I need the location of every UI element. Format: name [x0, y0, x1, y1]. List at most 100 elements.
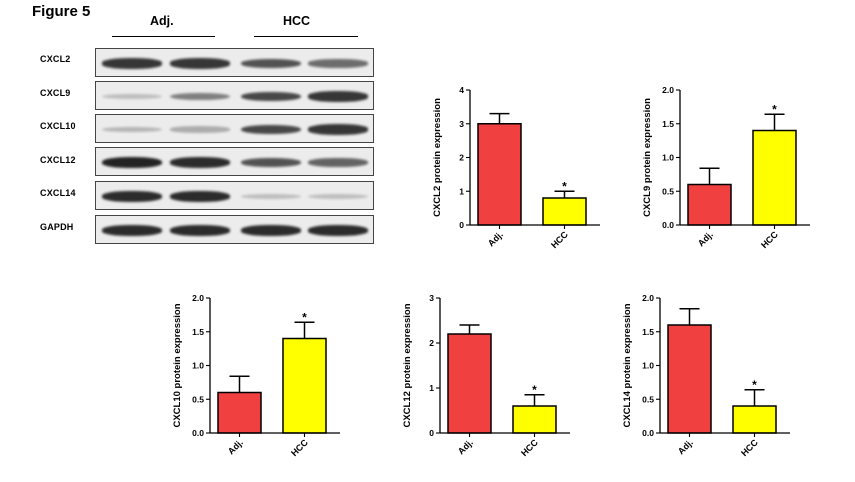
blot-band: [170, 58, 230, 69]
group-label-adj: Adj.: [150, 14, 174, 28]
blot-band: [102, 126, 162, 133]
x-tick-label: Adj.: [676, 437, 695, 456]
y-tick-label: 1: [429, 383, 434, 393]
bar: [217, 391, 262, 434]
blot-band: [241, 157, 301, 168]
blot-band: [102, 58, 162, 69]
bar: [687, 183, 732, 226]
blot-band: [308, 158, 368, 167]
bar: [667, 324, 712, 434]
bar: [282, 337, 327, 434]
significance-marker: *: [752, 378, 757, 392]
group-label-hcc: HCC: [283, 14, 311, 28]
blot-band: [102, 93, 162, 100]
x-tick-label: HCC: [519, 437, 540, 458]
x-tick-label: Adj.: [696, 229, 715, 248]
x-tick-label: Adj.: [226, 437, 245, 456]
blot-band: [241, 225, 301, 236]
y-axis-label: CXCL10 protein expression: [172, 303, 183, 427]
blot-band: [170, 126, 230, 133]
y-tick-label: 1.0: [642, 361, 654, 371]
blot-band: [241, 91, 301, 102]
blot-band: [241, 124, 301, 135]
y-axis-label: CXCL9 protein expression: [642, 98, 653, 217]
blot-strip: [95, 181, 374, 210]
figure-label: Figure 5: [32, 3, 91, 20]
x-tick-label: Adj.: [456, 437, 475, 456]
blot-strip: [95, 215, 374, 244]
blot-strip: [95, 147, 374, 176]
chart-cxcl9: 0.0 0.5 1.0 1.5 2.0 CXCL9 protein expression A…: [642, 85, 810, 250]
significance-marker: *: [532, 383, 537, 397]
chart-cxcl10: 0.0 0.5 1.0 1.5 2.0 CXCL10 protein expression…: [172, 293, 340, 458]
blot-row-label: CXCL10: [40, 121, 76, 131]
blot-band: [308, 193, 368, 200]
blot-band: [170, 92, 230, 101]
blot-row-label: CXCL9: [40, 88, 71, 98]
y-tick-label: 2.0: [642, 293, 654, 303]
y-tick-label: 0.5: [192, 394, 204, 404]
y-tick-label: 0.0: [662, 220, 674, 230]
blot-band: [241, 193, 301, 200]
blot-band: [170, 225, 230, 236]
blot-band: [308, 91, 368, 102]
blot-band: [241, 58, 301, 69]
y-tick-label: 0.5: [662, 186, 674, 196]
bar: [732, 405, 777, 434]
blot-band: [170, 157, 230, 168]
blot-band: [308, 124, 368, 135]
blot-strip: [95, 81, 374, 110]
y-tick-label: 1.5: [662, 119, 674, 129]
y-tick-label: 2: [429, 338, 434, 348]
significance-marker: *: [562, 179, 567, 193]
y-tick-label: 3: [459, 119, 464, 129]
blot-row-label: CXCL2: [40, 54, 71, 64]
blot-strip: [95, 48, 374, 77]
chart-cxcl12: 0 1 2 3 CXCL12 protein expression Adj. * HCC: [402, 293, 570, 458]
bar: [752, 129, 797, 226]
blot-band: [308, 59, 368, 68]
blot-band: [308, 225, 368, 236]
x-tick-label: HCC: [549, 229, 570, 250]
blot-band: [102, 225, 162, 236]
y-tick-label: 1.0: [192, 361, 204, 371]
blot-row-label: CXCL12: [40, 155, 76, 165]
blot-row-label: CXCL14: [40, 188, 76, 198]
y-tick-label: 3: [429, 293, 434, 303]
y-axis-label: CXCL12 protein expression: [402, 303, 413, 427]
y-tick-label: 1.5: [642, 327, 654, 337]
blot-row-label: GAPDH: [40, 222, 74, 232]
y-tick-label: 0: [459, 220, 464, 230]
blot-band: [170, 191, 230, 202]
bar: [542, 197, 587, 226]
y-tick-label: 4: [459, 85, 464, 95]
y-tick-label: 1.0: [662, 153, 674, 163]
significance-marker: *: [772, 102, 777, 116]
blot-band: [102, 191, 162, 202]
significance-marker: *: [302, 310, 307, 324]
y-tick-label: 0.0: [192, 428, 204, 438]
group-line-hcc: [254, 36, 358, 37]
x-tick-label: HCC: [759, 229, 780, 250]
x-tick-label: HCC: [289, 437, 310, 458]
blot-strip: [95, 114, 374, 143]
x-tick-label: Adj.: [486, 229, 505, 248]
bar: [512, 405, 557, 434]
y-tick-label: 0.5: [642, 394, 654, 404]
bar: [477, 123, 522, 226]
y-axis-label: CXCL2 protein expression: [432, 98, 443, 217]
y-tick-label: 2: [459, 153, 464, 163]
y-axis-label: CXCL14 protein expression: [622, 303, 633, 427]
chart-cxcl14: 0.0 0.5 1.0 1.5 2.0 CXCL14 protein expression…: [622, 293, 790, 458]
y-tick-label: 0: [429, 428, 434, 438]
y-tick-label: 1.5: [192, 327, 204, 337]
y-tick-label: 1: [459, 186, 464, 196]
group-line-adj: [112, 36, 215, 37]
y-tick-label: 2.0: [192, 293, 204, 303]
blot-band: [102, 157, 162, 168]
chart-cxcl2: 0 1 2 3 4 CXCL2 protein expression Adj. * HCC: [432, 85, 600, 250]
bar: [447, 333, 492, 434]
y-tick-label: 0.0: [642, 428, 654, 438]
y-tick-label: 2.0: [662, 85, 674, 95]
x-tick-label: HCC: [739, 437, 760, 458]
